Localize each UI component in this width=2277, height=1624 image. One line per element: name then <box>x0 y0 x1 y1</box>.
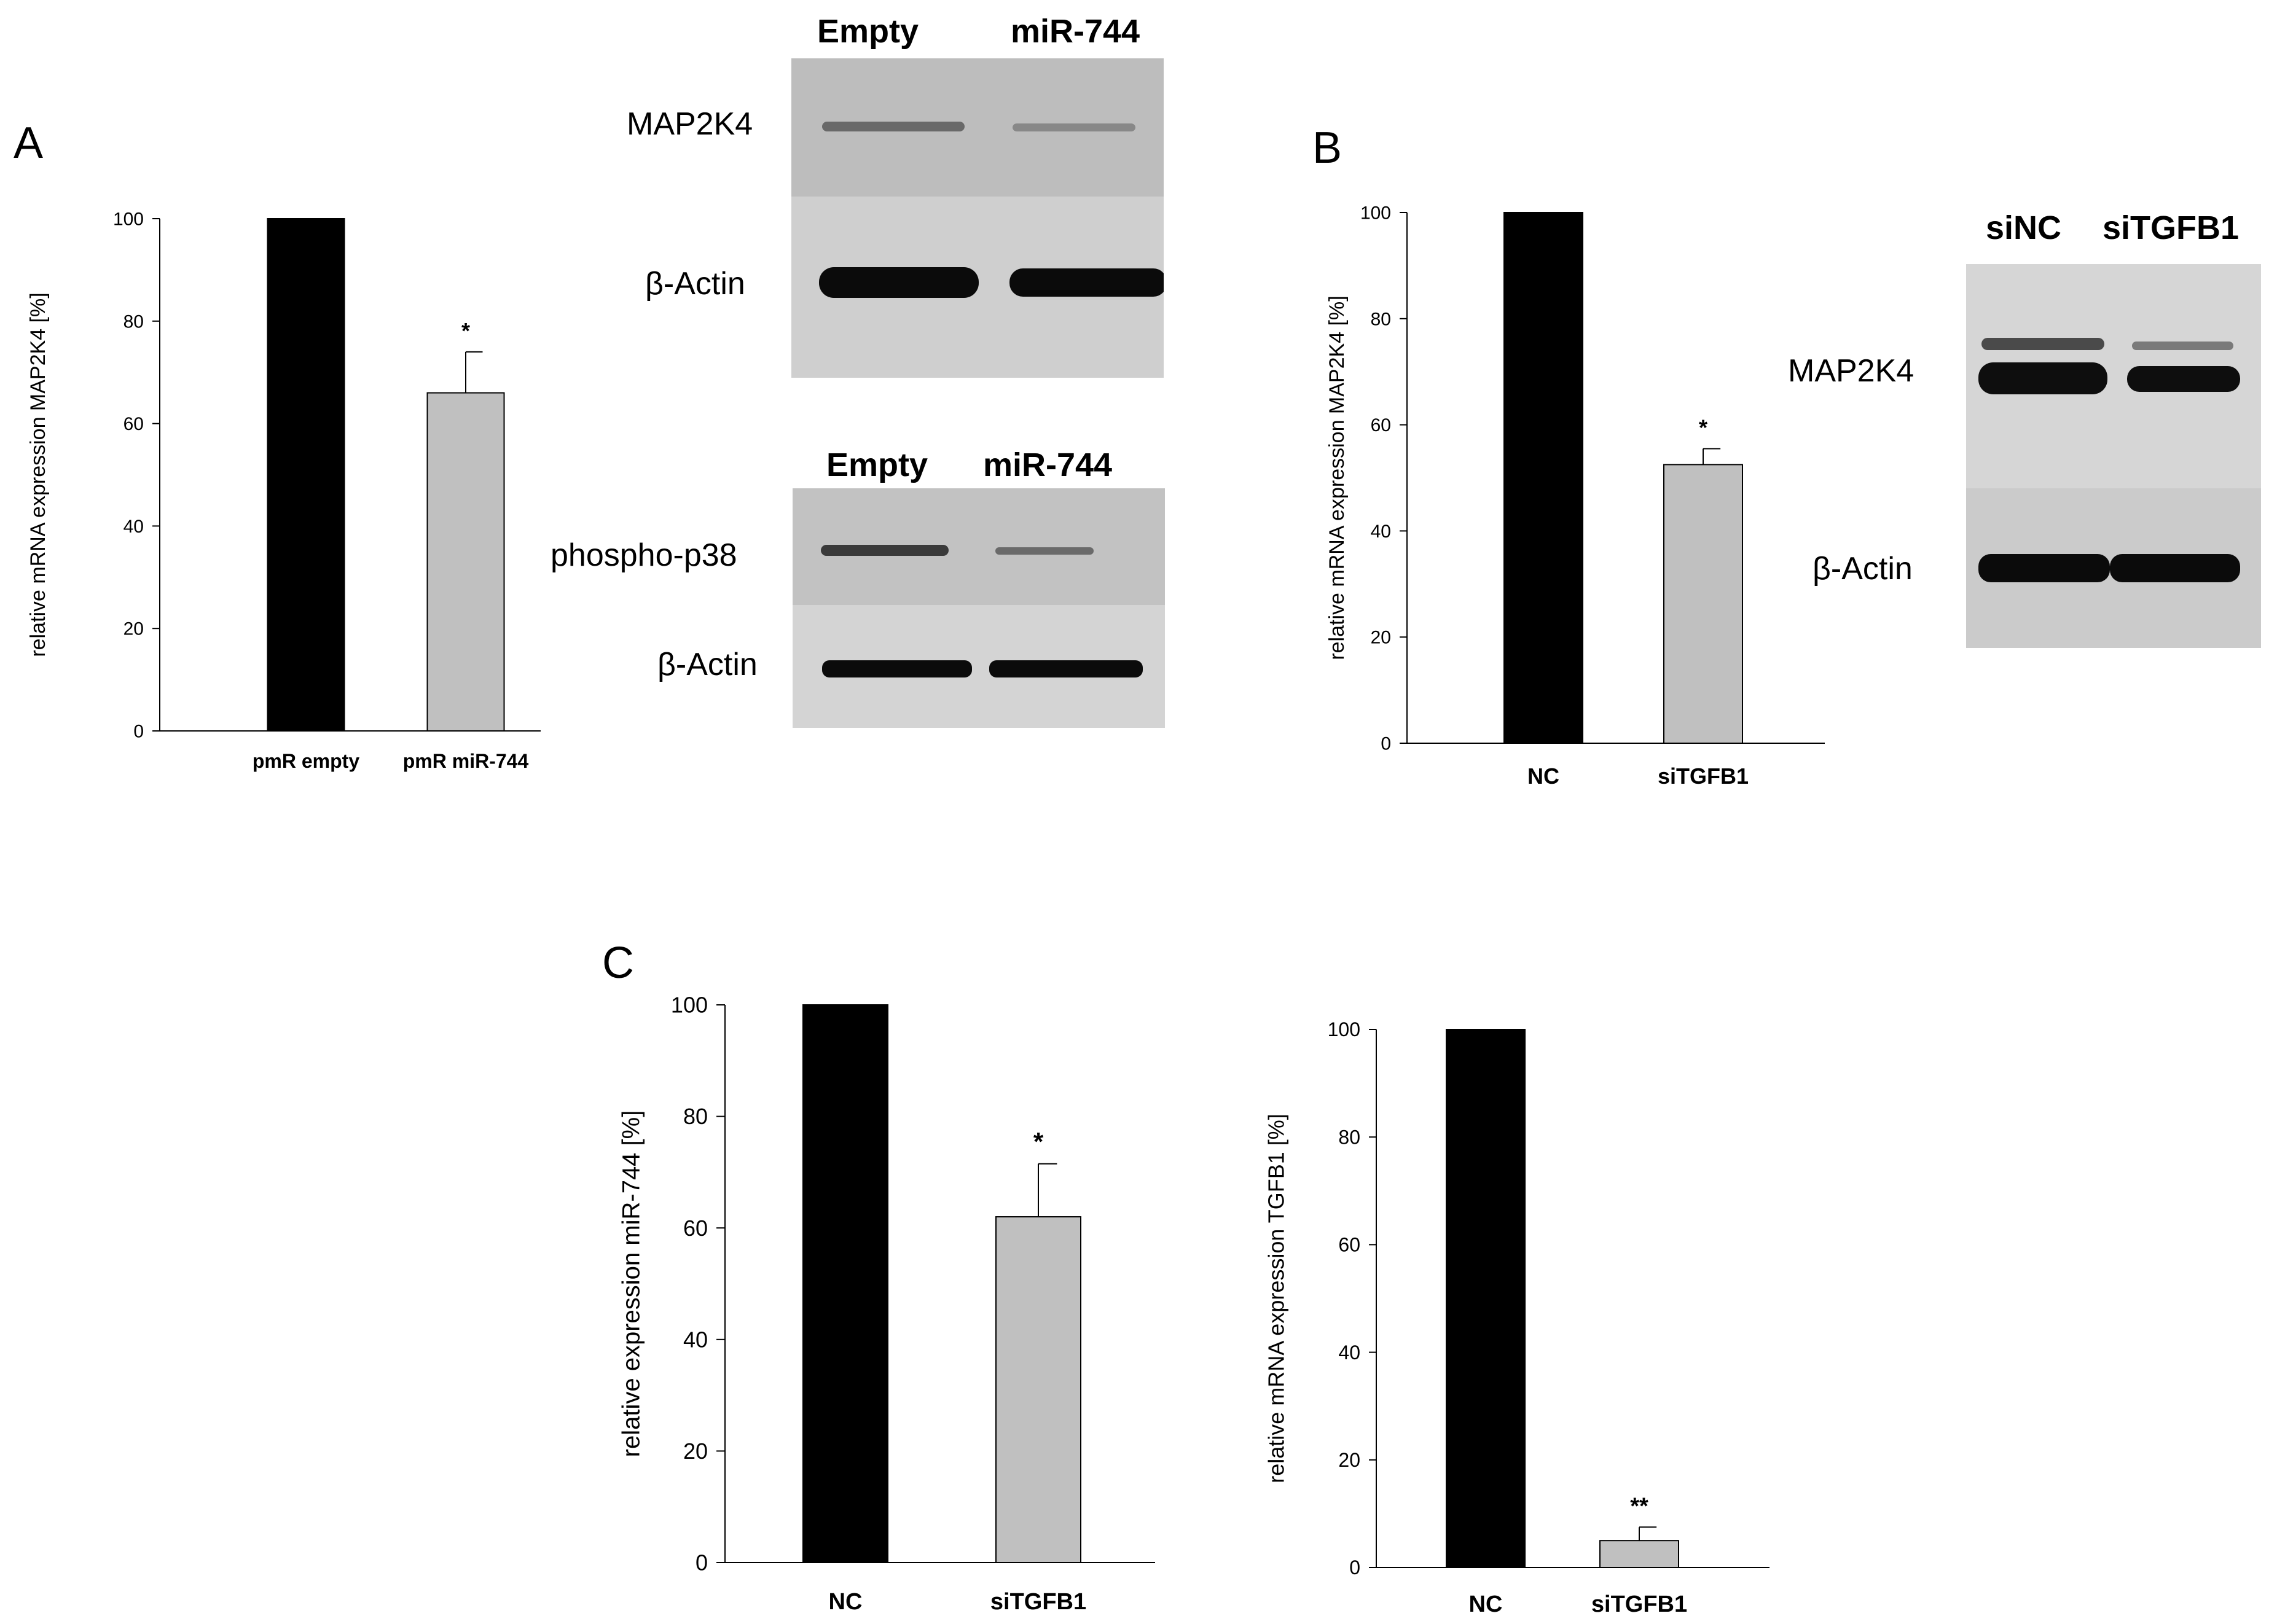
blot-b-row-actin: β-Actin <box>1813 551 1913 587</box>
blot-a2-lane-empty: Empty <box>826 447 928 483</box>
y-tick-label: 60 <box>1371 415 1391 435</box>
bar <box>1446 1029 1526 1568</box>
y-tick-label: 40 <box>683 1327 708 1352</box>
blot-a1-row-actin: β-Actin <box>645 266 745 302</box>
y-tick-label: 80 <box>1338 1126 1360 1148</box>
western-blot-a1 <box>791 58 1164 378</box>
panel-letter-c: C <box>602 939 634 988</box>
significance-label: * <box>1033 1127 1044 1156</box>
y-tick-label: 100 <box>671 993 708 1018</box>
blot-b-lane-sitgfb1: siTGFB1 <box>2103 209 2240 246</box>
y-tick-label: 80 <box>123 311 144 332</box>
bar-chart-c2: 0 20 40 60 80 100 relative mRNA expression TGF… <box>1264 1018 1769 1617</box>
y-tick-label: 60 <box>1338 1234 1360 1256</box>
bar <box>802 1004 888 1563</box>
blot-a1-lane-mir744: miR-744 <box>1011 13 1140 50</box>
y-tick-label: 20 <box>123 619 144 639</box>
y-axis-label: relative expression miR-744 [%] <box>618 1111 645 1458</box>
significance-label: ** <box>1630 1493 1648 1519</box>
y-tick-label: 0 <box>1349 1556 1360 1579</box>
y-tick-label: 100 <box>113 209 144 230</box>
y-tick-label: 60 <box>683 1216 708 1241</box>
blot-a2-row-actin: β-Actin <box>657 647 758 682</box>
x-tick-label: NC <box>829 1589 863 1615</box>
y-tick-label: 20 <box>1371 628 1391 648</box>
bar <box>1599 1540 1679 1569</box>
blot-b-row-map2k4: MAP2K4 <box>1788 353 1914 389</box>
y-tick-label: 0 <box>133 722 144 742</box>
blot-a2-lane-mir744: miR-744 <box>983 447 1113 483</box>
bar <box>1663 464 1743 744</box>
y-tick-label: 40 <box>1338 1341 1360 1364</box>
bar <box>995 1216 1081 1564</box>
panel-letter-a: A <box>14 119 44 168</box>
y-tick-label: 80 <box>1371 309 1391 329</box>
blot-b-lane-sinc: siNC <box>1986 209 2062 246</box>
y-tick-label: 0 <box>696 1550 708 1575</box>
panel-letter-b: B <box>1312 123 1342 173</box>
y-tick-label: 0 <box>1381 734 1391 754</box>
bar-chart-a: 0 20 40 60 80 100 relative mRNA expression MAP… <box>26 209 541 772</box>
y-tick-label: 20 <box>683 1439 708 1464</box>
y-tick-label: 100 <box>1360 203 1391 224</box>
y-axis-label: relative mRNA expression TGFB1 [%] <box>1264 1114 1289 1483</box>
x-tick-label: pmR miR-744 <box>403 750 529 772</box>
y-axis-label: relative mRNA expression MAP2K4 [%] <box>1325 295 1349 660</box>
significance-label: * <box>461 318 470 343</box>
bar-chart-c1: 0 20 40 60 80 100 relative expression miR-744 … <box>618 993 1155 1615</box>
x-tick-label: siTGFB1 <box>990 1589 1086 1615</box>
western-blot-b <box>1966 264 2261 648</box>
blot-a1-row-map2k4: MAP2K4 <box>627 106 753 142</box>
blot-a1-lane-empty: Empty <box>817 13 919 50</box>
significance-label: * <box>1699 415 1707 440</box>
bar <box>426 392 505 732</box>
y-tick-label: 80 <box>683 1104 708 1129</box>
bar-chart-b: 0 20 40 60 80 100 relative mRNA expression MAP… <box>1325 203 1825 789</box>
y-tick-label: 100 <box>1328 1018 1360 1040</box>
y-axis-label: relative mRNA expression MAP2K4 [%] <box>26 292 50 657</box>
x-tick-label: NC <box>1527 763 1559 789</box>
x-tick-label: NC <box>1469 1591 1503 1617</box>
western-blot-a2 <box>793 488 1165 728</box>
blot-a2-row-phospho-p38: phospho-p38 <box>551 537 737 573</box>
y-tick-label: 20 <box>1338 1449 1360 1471</box>
x-tick-label: siTGFB1 <box>1591 1591 1687 1617</box>
bar <box>1503 212 1583 744</box>
y-tick-label: 40 <box>123 517 144 537</box>
y-tick-label: 60 <box>123 414 144 434</box>
y-tick-label: 40 <box>1371 521 1391 542</box>
x-tick-label: pmR empty <box>253 750 359 772</box>
bar <box>267 218 345 732</box>
x-tick-label: siTGFB1 <box>1658 763 1749 789</box>
